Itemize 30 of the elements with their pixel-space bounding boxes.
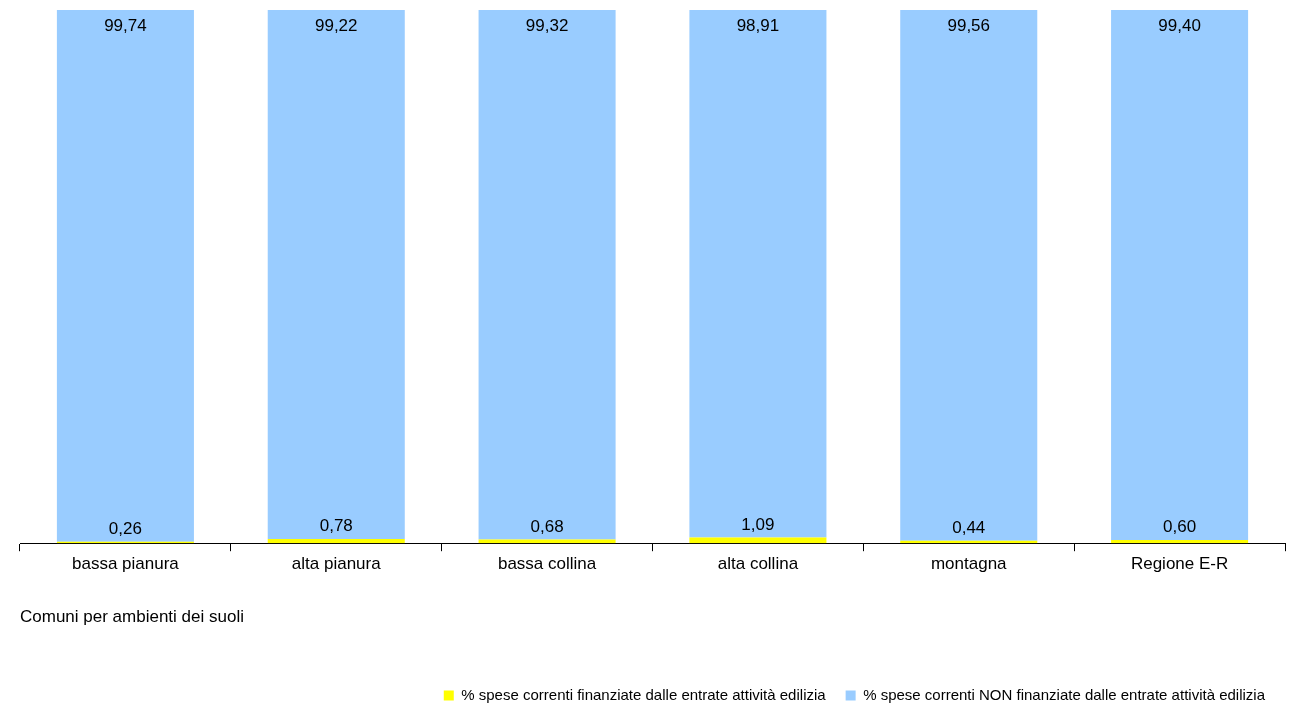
data-label: 0,68: [530, 516, 564, 536]
data-label: 99,56: [947, 16, 991, 36]
bar: [478, 10, 616, 540]
data-label: 99,74: [104, 16, 147, 36]
bar: [267, 539, 405, 544]
bar: [56, 10, 194, 542]
data-label: 98,91: [736, 16, 780, 36]
bar: [1111, 10, 1249, 540]
x-tick-label: alta collina: [717, 554, 799, 574]
bar: [1111, 540, 1249, 544]
x-tick-label: bassa collina: [497, 554, 597, 574]
bar: [689, 10, 827, 538]
bar: [689, 537, 827, 544]
data-label: 0,26: [108, 519, 142, 538]
x-tick-label: alta pianura: [291, 554, 382, 574]
x-tick-label: Regione E-R: [1130, 554, 1229, 574]
x-tick-label: montagna: [930, 554, 1008, 574]
data-label: 0,60: [1163, 517, 1197, 537]
bar: [900, 10, 1038, 541]
data-label: 1,09: [741, 514, 775, 534]
bar: [267, 10, 405, 540]
data-label: 99,32: [525, 16, 569, 36]
data-label: 99,22: [314, 16, 358, 36]
data-label: 99,40: [1158, 16, 1201, 36]
x-axis-title: Comuni per ambienti dei suoli: [20, 607, 244, 627]
data-label: 0,78: [319, 516, 353, 536]
data-label: 0,44: [952, 518, 986, 538]
legend-label: % spese correnti finanziate dalle entrate attività edilizia: [461, 685, 827, 703]
x-tick-label: bassa pianura: [72, 554, 180, 574]
legend-label: % spese correnti NON finanziate dalle entrate attività edilizia: [863, 685, 1266, 703]
